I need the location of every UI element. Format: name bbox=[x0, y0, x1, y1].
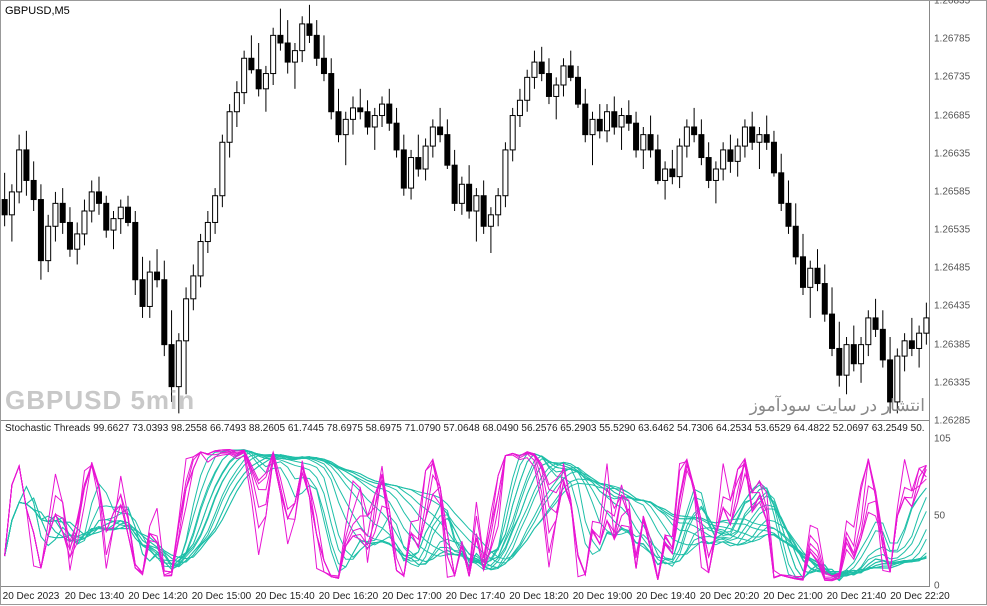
indicator-y-axis: 050105 bbox=[930, 421, 987, 586]
indicator-ytick-label: 105 bbox=[934, 434, 951, 445]
xtick-label: 20 Dec 18:20 bbox=[509, 591, 569, 602]
indicator-header: Stochastic Threads 99.6627 73.0393 98.25… bbox=[5, 423, 925, 434]
xtick-label: 20 Dec 14:20 bbox=[128, 591, 188, 602]
xtick-label: 20 Dec 17:00 bbox=[382, 591, 442, 602]
xtick-label: 20 Dec 20:20 bbox=[700, 591, 760, 602]
price-ytick-label: 1.26335 bbox=[934, 377, 970, 388]
xtick-label: 20 Dec 15:00 bbox=[192, 591, 252, 602]
indicator-ytick-label: 0 bbox=[934, 581, 940, 592]
indicator-panel[interactable]: Stochastic Threads 99.6627 73.0393 98.25… bbox=[1, 421, 930, 586]
price-ytick-label: 1.26435 bbox=[934, 301, 970, 312]
price-ytick-label: 1.26835 bbox=[934, 0, 970, 7]
xtick-label: 20 Dec 13:40 bbox=[65, 591, 125, 602]
xtick-label: 20 Dec 21:40 bbox=[827, 591, 887, 602]
xtick-label: 20 Dec 21:00 bbox=[763, 591, 823, 602]
xtick-label: 20 Dec 22:20 bbox=[890, 591, 950, 602]
publisher-text: انتشار در سایت سودآموز bbox=[750, 396, 925, 416]
time-x-axis: 20 Dec 2023 20 Dec 13:4020 Dec 14:20 20 De… bbox=[1, 586, 930, 606]
xtick-label: 20 Dec 15:40 bbox=[255, 591, 315, 602]
xtick-label: 20 Dec 17:40 bbox=[446, 591, 506, 602]
xtick-label: 20 Dec 16:20 bbox=[319, 591, 379, 602]
watermark-label: GBPUSD 5min bbox=[5, 385, 195, 416]
xtick-label: 20 Dec 2023 bbox=[3, 591, 60, 602]
price-ytick-label: 1.26535 bbox=[934, 225, 970, 236]
chart-symbol-title: GBPUSD,M5 bbox=[5, 5, 70, 17]
indicator-ytick-label: 50 bbox=[934, 511, 945, 522]
price-ytick-label: 1.26585 bbox=[934, 186, 970, 197]
price-chart-panel[interactable]: GBPUSD,M5 GBPUSD 5min انتشار در سایت سود… bbox=[1, 1, 930, 421]
price-ytick-label: 1.26485 bbox=[934, 263, 970, 274]
price-y-axis: 1.262851.263351.263851.264351.264851.265… bbox=[930, 1, 987, 421]
candlestick-chart[interactable] bbox=[1, 1, 930, 421]
stochastic-threads-chart[interactable] bbox=[1, 439, 930, 586]
xtick-label: 20 Dec 19:00 bbox=[573, 591, 633, 602]
price-ytick-label: 1.26735 bbox=[934, 72, 970, 83]
chart-container: GBPUSD,M5 GBPUSD 5min انتشار در سایت سود… bbox=[0, 0, 987, 605]
price-ytick-label: 1.26635 bbox=[934, 148, 970, 159]
xtick-label: 20 Dec 19:40 bbox=[636, 591, 696, 602]
price-ytick-label: 1.26785 bbox=[934, 34, 970, 45]
price-ytick-label: 1.26685 bbox=[934, 110, 970, 121]
price-ytick-label: 1.26385 bbox=[934, 339, 970, 350]
